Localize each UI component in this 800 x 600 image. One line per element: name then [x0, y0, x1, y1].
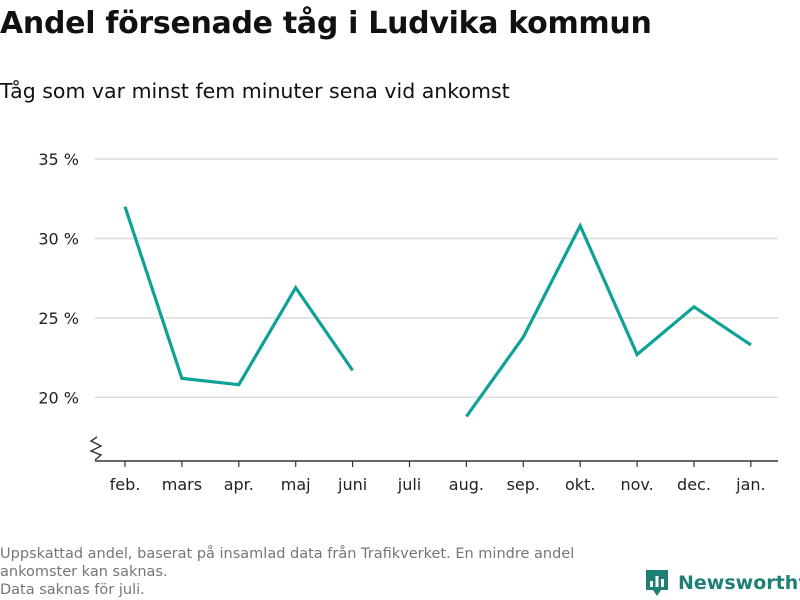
footnote-line-2: Data saknas för juli. — [0, 582, 145, 598]
chart-subtitle: Tåg som var minst fem minuter sena vid a… — [0, 79, 510, 103]
x-tick-label: juli — [397, 475, 421, 494]
footnote: Uppskattad andel, baserat på insamlad da… — [0, 545, 630, 599]
x-tick-label: maj — [281, 475, 311, 494]
brand-logo: Newsworthy — [644, 568, 800, 598]
line-chart: 20 % 25 % 30 % 35 % feb. mars apr. maj juni juli… — [38, 150, 778, 494]
brand-name: Newsworthy — [678, 572, 800, 594]
y-tick-label: 20 % — [38, 388, 79, 407]
axis-break-icon — [89, 436, 103, 461]
x-tick-label: aug. — [449, 475, 484, 494]
series-line-segment — [465, 222, 752, 418]
x-tick-label: okt. — [565, 475, 595, 494]
footnote-line-1: Uppskattad andel, baserat på insamlad da… — [0, 546, 575, 580]
series-line-segment — [123, 206, 354, 387]
x-tick-label: juni — [337, 475, 367, 494]
bar-chart-badge-icon — [646, 570, 668, 596]
chart-title: Andel försenade tåg i Ludvika kommun — [0, 6, 652, 41]
x-tick-labels: feb. mars apr. maj juni juli aug. sep. okt. nov. d… — [110, 461, 766, 494]
grid-lines — [95, 158, 778, 399]
data-series — [123, 206, 752, 418]
y-tick-label: 35 % — [38, 150, 79, 169]
x-tick-label: jan. — [735, 475, 765, 494]
y-tick-label: 30 % — [38, 229, 79, 248]
x-tick-label: mars — [162, 475, 202, 494]
x-axis — [89, 436, 778, 462]
x-tick-label: dec. — [677, 475, 711, 494]
y-tick-labels: 20 % 25 % 30 % 35 % — [38, 150, 79, 407]
x-tick-label: apr. — [224, 475, 254, 494]
x-tick-label: nov. — [620, 475, 653, 494]
x-tick-label: feb. — [110, 475, 141, 494]
y-tick-label: 25 % — [38, 309, 79, 328]
x-tick-label: sep. — [507, 475, 540, 494]
